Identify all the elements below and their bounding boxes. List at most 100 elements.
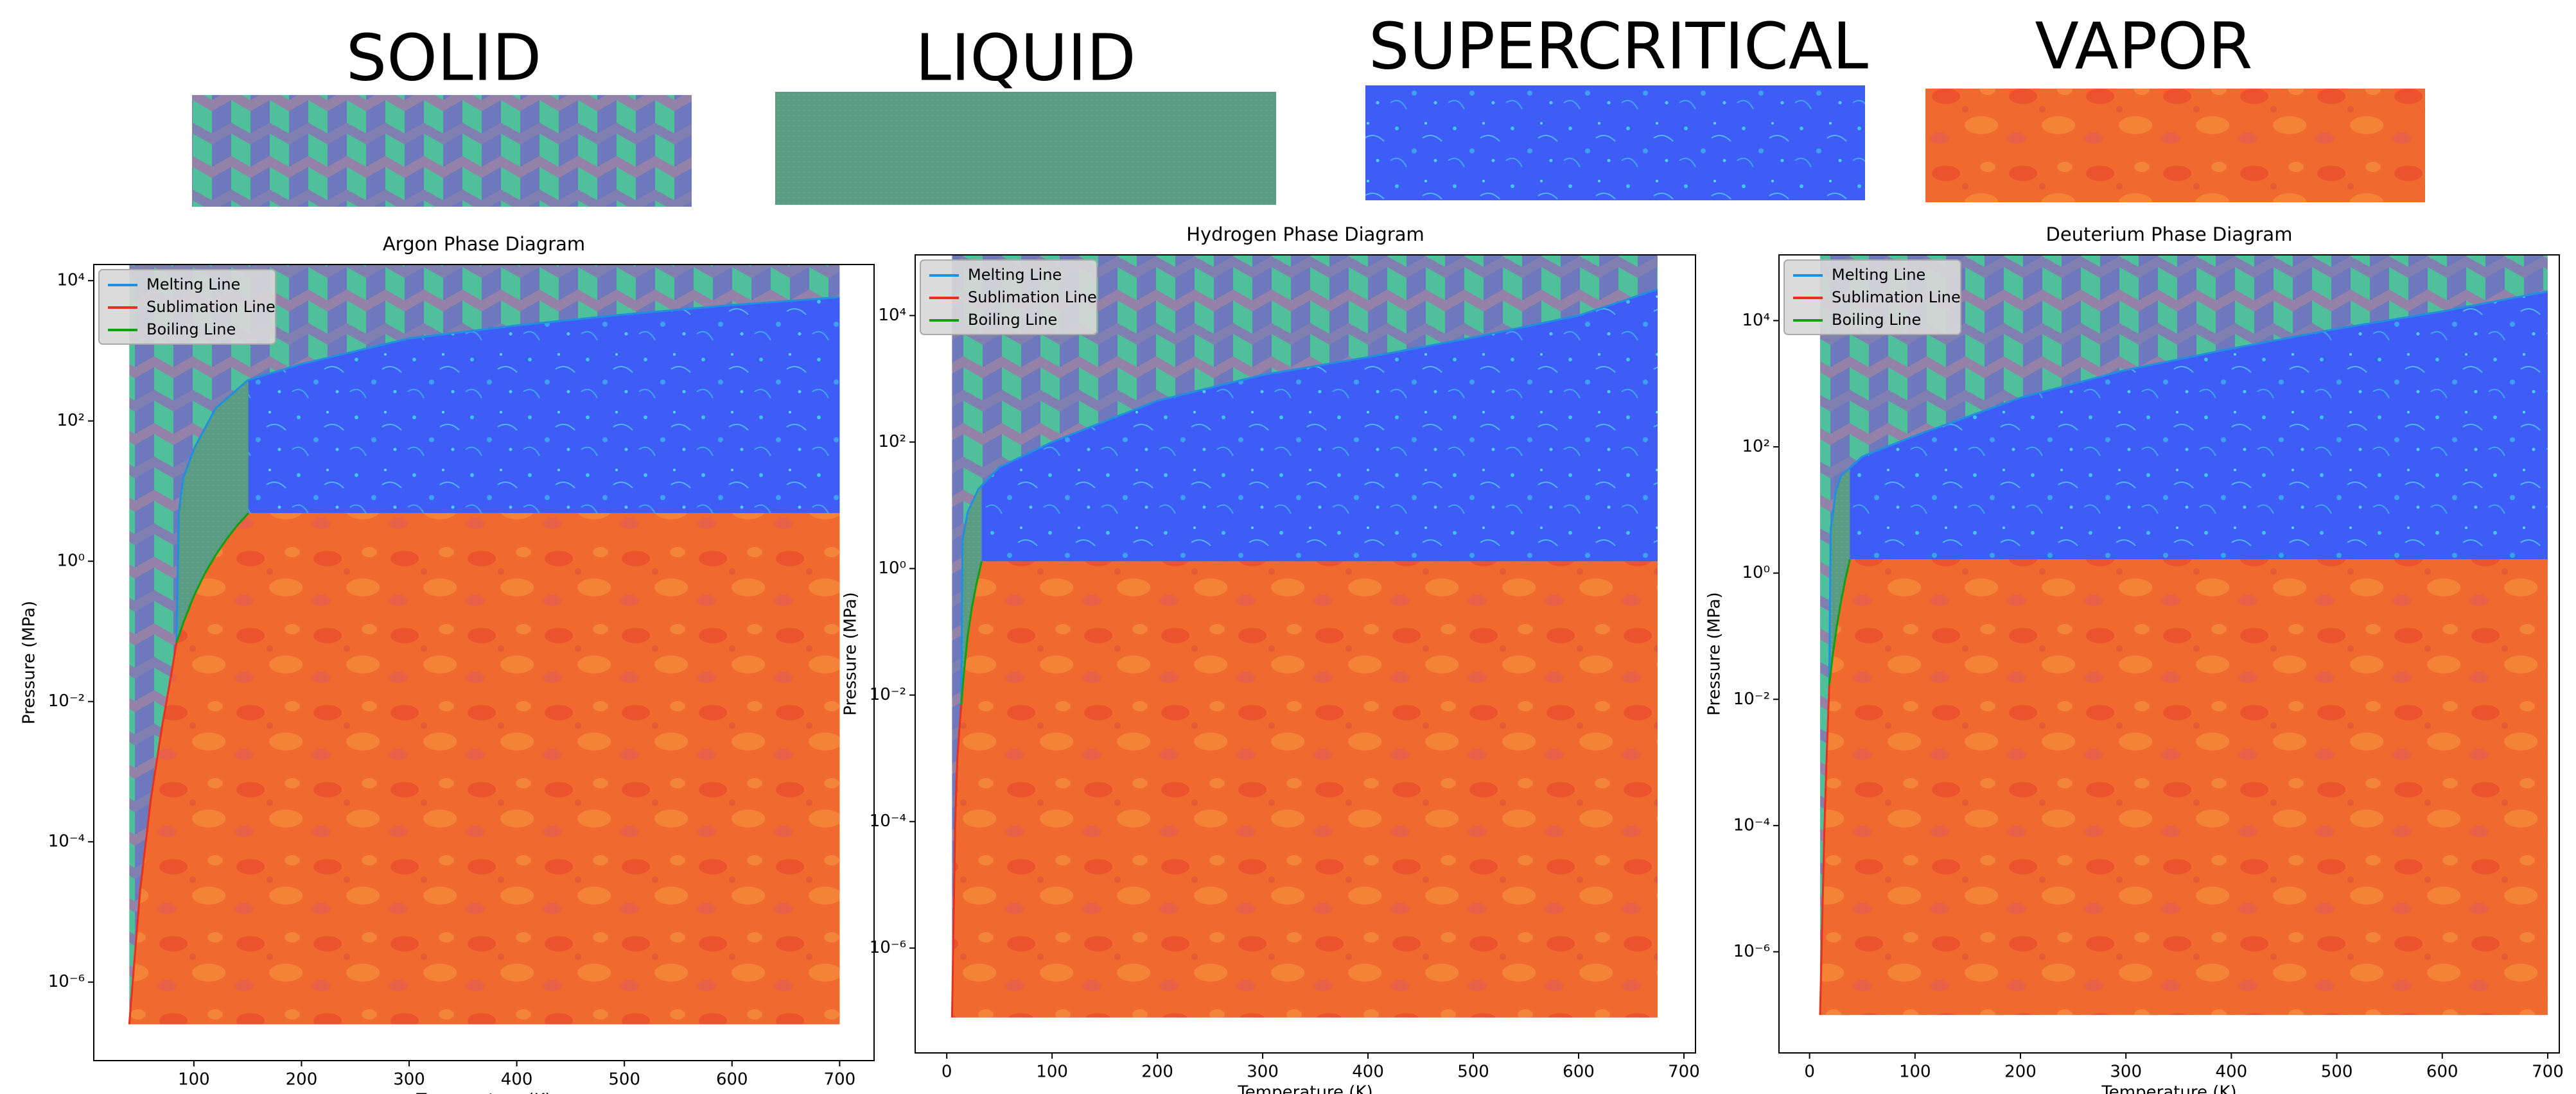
phase-line [1819, 684, 1830, 1015]
phase-line [175, 512, 249, 643]
chart-title: Deuterium Phase Diagram [2046, 223, 2293, 245]
x-tick-label: 100 [1899, 1063, 1931, 1082]
phase-label: VAPOR [2035, 8, 2253, 83]
y-tick-label: 10⁴ [878, 306, 906, 325]
y-tick-label: 10⁻⁴ [1733, 815, 1770, 835]
phase-line [960, 288, 1658, 705]
chart-title: Hydrogen Phase Diagram [1186, 223, 1424, 245]
x-tick-label: 600 [2426, 1063, 2458, 1082]
y-tick-label: 10⁰ [878, 559, 906, 578]
x-tick-label: 500 [1457, 1063, 1489, 1082]
y-tick-label: 10⁻² [870, 685, 906, 704]
x-tick-label: 600 [1563, 1063, 1595, 1082]
legend-label: Melting Line [1832, 266, 1925, 284]
y-tick-label: 10⁻⁶ [1733, 942, 1770, 961]
y-tick-label: 10⁻² [48, 691, 85, 711]
y-tick-label: 10² [878, 432, 906, 451]
vapor-region [952, 561, 1658, 1018]
x-axis-label: Temperature (K) [2101, 1083, 2236, 1094]
phase-label: SOLID [346, 20, 541, 95]
phase-label: SUPERCRITICAL [1369, 8, 1868, 83]
x-tick-label: 400 [1352, 1063, 1384, 1082]
legend-label: Melting Line [146, 275, 240, 293]
x-tick-label: 300 [393, 1070, 425, 1090]
phase-label: LIQUID [915, 20, 1136, 95]
x-axis-label: Temperature (K) [416, 1091, 551, 1094]
legend-label: Boiling Line [1832, 311, 1921, 329]
regions [128, 265, 840, 1025]
y-tick-label: 10² [57, 411, 85, 430]
supercritical-region [176, 297, 840, 643]
y-axis-label: Pressure (MPa) [1705, 592, 1724, 715]
y-tick-label: 10² [1742, 437, 1770, 456]
phase-line [960, 560, 983, 706]
x-tick-label: 400 [501, 1070, 533, 1090]
x-tick-label: 200 [2004, 1063, 2037, 1082]
plot-frame [915, 254, 1696, 1054]
x-tick-label: 100 [178, 1070, 210, 1090]
legend-label: Melting Line [968, 266, 1062, 284]
x-tick-label: 0 [1804, 1063, 1815, 1082]
y-tick-label: 10⁻⁶ [870, 938, 906, 957]
x-tick-label: 200 [286, 1070, 318, 1090]
y-tick-label: 10⁰ [1742, 563, 1770, 582]
y-tick-label: 10⁻⁴ [870, 812, 906, 831]
legend-label: Sublimation Line [146, 298, 276, 316]
x-tick-label: 600 [716, 1070, 748, 1090]
phase-line [1828, 559, 1851, 685]
liquid-region [176, 379, 249, 643]
legend-label: Sublimation Line [968, 288, 1097, 306]
phase-line [1828, 290, 2548, 685]
phase-line [128, 642, 178, 1025]
phase-swatch [775, 92, 1276, 205]
supercritical-region [1829, 291, 2548, 685]
y-axis-label: Pressure (MPa) [20, 601, 39, 724]
chart-title: Argon Phase Diagram [383, 233, 585, 255]
supercritical-region [961, 289, 1658, 705]
liquid-region [961, 485, 982, 705]
x-tick-label: 500 [2321, 1063, 2353, 1082]
phase-chart: 0 100 200 300 400 500 600 700 10⁻⁶ 10⁻⁴ 10⁻² 10⁰ 10²… [1705, 223, 2564, 1094]
y-tick-label: 10⁴ [1742, 311, 1770, 330]
phase-swatch [1365, 85, 1865, 200]
x-tick-label: 700 [1668, 1063, 1700, 1082]
x-axis-label: Temperature (K) [1237, 1083, 1372, 1094]
plot-frame [93, 264, 875, 1061]
x-tick-label: 300 [2110, 1063, 2142, 1082]
phase-chart: 0 100 200 300 400 500 600 700 10⁻⁶ 10⁻⁴ 10⁻² 10⁰ 10²… [841, 223, 1700, 1094]
liquid-region [1829, 467, 1850, 685]
x-tick-label: 700 [824, 1070, 856, 1090]
phase-swatch [192, 95, 692, 207]
legend: Melting Line Sublimation Line Boiling Line [1783, 259, 1961, 335]
y-tick-label: 10⁴ [57, 271, 85, 290]
legend-box [920, 259, 1098, 335]
x-tick-label: 100 [1036, 1063, 1068, 1082]
x-tick-label: 400 [2216, 1063, 2248, 1082]
phase-line [175, 296, 840, 643]
y-tick-label: 10⁻² [1733, 690, 1770, 709]
x-tick-label: 700 [2532, 1063, 2564, 1082]
regions [951, 255, 1658, 1018]
regions [1819, 255, 2548, 1015]
y-axis-label: Pressure (MPa) [841, 592, 861, 715]
x-tick-label: 500 [608, 1070, 640, 1090]
y-tick-label: 10⁻⁴ [48, 832, 85, 851]
y-tick-label: 10⁰ [57, 551, 85, 571]
y-tick-label: 10⁻⁶ [48, 972, 85, 991]
x-tick-label: 0 [942, 1063, 952, 1082]
legend-label: Boiling Line [146, 320, 236, 338]
vapor-region [129, 513, 840, 1025]
x-tick-label: 300 [1247, 1063, 1279, 1082]
phase-line [951, 704, 963, 1018]
legend-label: Sublimation Line [1832, 288, 1961, 306]
legend-box [1783, 259, 1961, 335]
plot-frame [1778, 254, 2560, 1054]
phase-swatch [1925, 89, 2425, 202]
legend: Melting Line Sublimation Line Boiling Line [98, 269, 276, 345]
legend: Melting Line Sublimation Line Boiling Line [920, 259, 1098, 335]
vapor-region [1820, 559, 2548, 1015]
x-tick-label: 200 [1141, 1063, 1173, 1082]
legend-label: Boiling Line [968, 311, 1057, 329]
legend-box [98, 269, 276, 345]
